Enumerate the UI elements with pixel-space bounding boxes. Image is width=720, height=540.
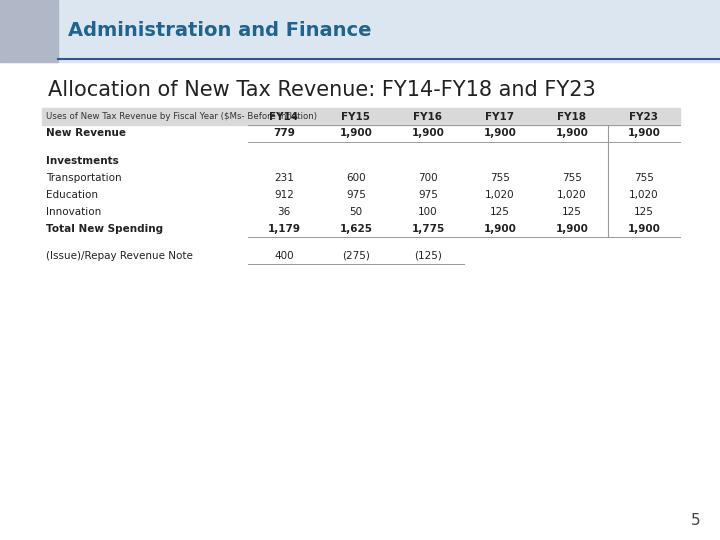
Text: 1,020: 1,020 [629, 190, 659, 200]
Bar [42, 108, 680, 125]
Text: Administration and Finance: Administration and Finance [68, 22, 372, 40]
Text: 231: 231 [274, 173, 294, 183]
Text: 755: 755 [562, 173, 582, 183]
Text: FY23: FY23 [629, 111, 659, 122]
Text: (Issue)/Repay Revenue Note: (Issue)/Repay Revenue Note [46, 251, 193, 261]
Text: 755: 755 [490, 173, 510, 183]
Text: FY15: FY15 [341, 111, 371, 122]
Text: FY14: FY14 [269, 111, 299, 122]
Text: 1,900: 1,900 [484, 129, 516, 138]
Text: 36: 36 [277, 207, 291, 217]
Text: 975: 975 [346, 190, 366, 200]
Text: (275): (275) [342, 251, 370, 261]
Text: 1,900: 1,900 [628, 129, 660, 138]
Text: 1,900: 1,900 [412, 129, 444, 138]
Text: 1,900: 1,900 [484, 224, 516, 234]
Text: Uses of New Tax Revenue by Fiscal Year ($Ms- Before Inflation): Uses of New Tax Revenue by Fiscal Year (… [46, 112, 317, 121]
Text: 400: 400 [274, 251, 294, 261]
Text: 125: 125 [490, 207, 510, 217]
Text: 1,900: 1,900 [340, 129, 372, 138]
Text: 1,900: 1,900 [628, 224, 660, 234]
Text: 1,900: 1,900 [556, 224, 588, 234]
Text: 1,775: 1,775 [411, 224, 445, 234]
Text: Allocation of New Tax Revenue: FY14-FY18 and FY23: Allocation of New Tax Revenue: FY14-FY18… [48, 80, 595, 100]
Text: 1,020: 1,020 [485, 190, 515, 200]
Text: 779: 779 [273, 129, 295, 138]
Text: 5: 5 [690, 513, 700, 528]
Text: FY16: FY16 [413, 111, 443, 122]
Text: FY17: FY17 [485, 111, 515, 122]
Text: 1,900: 1,900 [556, 129, 588, 138]
Text: 912: 912 [274, 190, 294, 200]
Text: 700: 700 [418, 173, 438, 183]
Text: Investments: Investments [46, 156, 119, 166]
Text: 1,020: 1,020 [557, 190, 587, 200]
Text: 100: 100 [418, 207, 438, 217]
Text: 755: 755 [634, 173, 654, 183]
Text: 50: 50 [349, 207, 363, 217]
Text: (125): (125) [414, 251, 442, 261]
Text: Education: Education [46, 190, 98, 200]
Text: Innovation: Innovation [46, 207, 102, 217]
Text: 1,179: 1,179 [268, 224, 300, 234]
Text: New Revenue: New Revenue [46, 129, 126, 138]
Text: Total New Spending: Total New Spending [46, 224, 163, 234]
Text: 125: 125 [562, 207, 582, 217]
Bar [0, 0, 58, 62]
Text: 1,625: 1,625 [340, 224, 372, 234]
Text: 975: 975 [418, 190, 438, 200]
Text: 600: 600 [346, 173, 366, 183]
Text: Transportation: Transportation [46, 173, 122, 183]
Text: 125: 125 [634, 207, 654, 217]
Text: FY18: FY18 [557, 111, 587, 122]
Bar [0, 0, 720, 62]
